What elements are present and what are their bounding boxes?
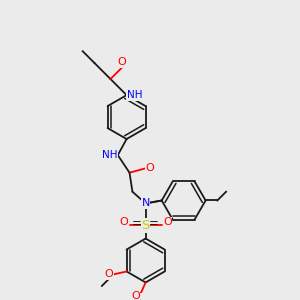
Text: O: O (105, 269, 113, 279)
Text: NH: NH (102, 150, 118, 160)
Text: O: O (131, 291, 140, 300)
Text: O: O (119, 218, 128, 227)
Text: O: O (163, 218, 172, 227)
Text: =: = (149, 218, 159, 230)
Text: S: S (141, 219, 150, 232)
Text: O: O (146, 163, 154, 173)
Text: O: O (118, 57, 127, 67)
Text: =: = (132, 218, 142, 230)
Text: N: N (141, 198, 150, 208)
Text: NH: NH (127, 90, 142, 100)
